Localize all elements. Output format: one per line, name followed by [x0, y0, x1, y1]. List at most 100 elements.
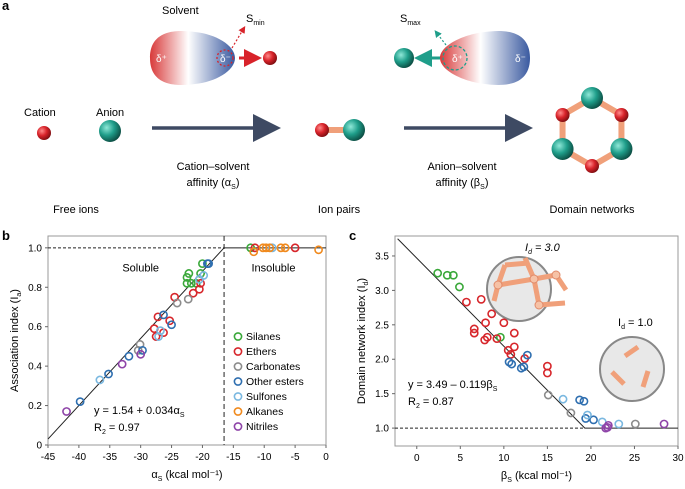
data-point-alkanes — [276, 243, 286, 253]
y-tick-label: 3.0 — [375, 286, 389, 297]
inset-node — [493, 280, 503, 290]
fit-equation-sub: S — [180, 412, 185, 419]
anion-sphere — [99, 120, 121, 142]
solvent-molecule-2: δ⁺ δ⁻ Smax — [394, 13, 530, 85]
x-tick-label: 0 — [323, 452, 329, 463]
legend-marker — [233, 362, 243, 371]
data-point-nitriles — [117, 359, 127, 369]
x-tick-label: 10 — [498, 453, 510, 464]
y-tick-label: 0.2 — [28, 401, 42, 412]
region-soluble: Soluble — [122, 262, 159, 274]
y-tick-label: 0.4 — [28, 362, 42, 373]
chart-c-domain-network-index: c0 5 10 15 20 25 301.01.52.02.53.03.5βS (kcal … — [349, 228, 684, 484]
inset-low-label-main: I — [618, 317, 621, 329]
x-tick-label: 5 — [458, 453, 464, 464]
x-tick-label: -15 — [226, 452, 241, 463]
data-point-ethers — [542, 368, 552, 378]
y-tick-label: 1.0 — [375, 424, 389, 435]
data-point-silanes — [448, 270, 458, 280]
cation-sphere — [37, 126, 51, 140]
panel-label-c: c — [349, 228, 356, 243]
data-point-sulfones — [95, 375, 105, 385]
data-point-silanes — [186, 278, 196, 288]
domain-network — [551, 87, 633, 173]
inset-low-label-tail: = 1.0 — [625, 317, 653, 329]
y-tick-label: 2.0 — [375, 355, 389, 366]
fit-r-squared-main: R — [94, 422, 102, 434]
legend-marker — [233, 332, 243, 341]
legend-label: Alkanes — [246, 406, 283, 418]
data-point-ethers — [194, 284, 204, 294]
y-tick-label: 2.5 — [375, 320, 389, 331]
inset-high-label: Id = 3.0 — [525, 242, 561, 256]
anion-sphere — [394, 48, 414, 68]
fit-r-squared: R2 = 0.87 — [408, 396, 454, 410]
legend-label: Silanes — [246, 331, 280, 343]
data-point-ethers — [250, 243, 260, 253]
data-point-other-esters — [522, 350, 532, 360]
data-point-ethers — [153, 312, 163, 322]
fit-r-squared-tail: = 0.97 — [106, 422, 140, 434]
data-point-other-esters — [104, 369, 113, 379]
data-point-ethers — [469, 324, 479, 334]
data-point-silanes — [433, 268, 443, 278]
x-tick-label: -20 — [195, 452, 210, 463]
x-tick-label: 15 — [542, 453, 554, 464]
data-point-carbonates — [183, 294, 193, 304]
x-tick-label: -35 — [103, 452, 118, 463]
inset-low-label-sub: d — [621, 324, 625, 331]
inset-low-label: Id = 1.0 — [618, 317, 653, 331]
x-tick-label: -30 — [133, 452, 148, 463]
region-insoluble: Insoluble — [251, 262, 295, 274]
fit-r-squared: R2 = 0.97 — [94, 422, 140, 436]
data-point-other-esters — [519, 362, 529, 372]
data-point-other-esters — [75, 397, 85, 407]
stage-domain-networks: Domain networks — [550, 204, 635, 216]
legend-marker — [233, 422, 243, 431]
data-point-ethers — [188, 288, 198, 298]
inset-bond — [640, 370, 651, 388]
data-point-alkanes — [265, 243, 275, 253]
data-point-carbonates — [630, 419, 640, 429]
data-point-alkanes — [280, 243, 290, 253]
inset-high-label-main: I — [525, 242, 528, 254]
x-tick-label: -25 — [164, 452, 179, 463]
fit-line — [397, 238, 678, 429]
fit-equation-sub: S — [493, 386, 498, 393]
legend-marker — [233, 377, 243, 386]
inset-bond — [623, 344, 640, 359]
delta-minus-2: δ⁻ — [515, 54, 526, 65]
x-tick-label: 0 — [414, 453, 420, 464]
y-axis-label-sub: a — [16, 293, 23, 297]
arrow-1-label-line1: Cation–solvent — [177, 161, 250, 173]
data-point-ethers — [487, 309, 497, 319]
y-axis-label-main: Association index (I — [9, 297, 21, 392]
data-point-alkanes — [314, 245, 323, 255]
stage-free-ions: Free ions — [53, 204, 99, 216]
x-axis-label-tail: (kcal mol⁻¹) — [162, 469, 222, 481]
y-tick-label: 0.8 — [28, 283, 42, 294]
data-point-silanes — [442, 270, 452, 280]
data-point-ethers — [196, 278, 205, 288]
legend-label: Carbonates — [246, 361, 300, 373]
legend-label: Ethers — [246, 346, 276, 358]
data-point-ethers — [462, 297, 471, 307]
fit-equation: y = 1.54 + 0.034αS — [94, 405, 185, 419]
plot-frame — [394, 235, 679, 447]
fit-r-squared-sub: 2 — [102, 429, 106, 436]
y-axis-label-tail: ) — [9, 289, 21, 293]
panel-label-a: a — [2, 0, 10, 13]
x-axis-label-sub: S — [507, 477, 512, 484]
data-point-sulfones — [558, 394, 568, 404]
y-axis-label-sub: d — [363, 281, 370, 285]
inset-network-low — [599, 336, 665, 402]
data-point-silanes — [184, 269, 194, 278]
s-min-arrow-icon — [231, 25, 246, 49]
x-axis-label-main: β — [501, 470, 507, 482]
cation-label: Cation — [24, 107, 56, 119]
arrow-1-label-line2: affinity (αS) — [186, 177, 239, 191]
arrow-2-label-line2: affinity (βS) — [436, 177, 489, 191]
data-point-ethers — [290, 243, 300, 253]
y-axis-label: Domain network index (Id) — [356, 278, 370, 404]
